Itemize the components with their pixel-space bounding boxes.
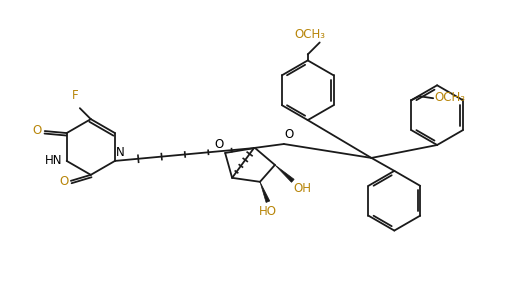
Text: OCH₃: OCH₃	[294, 27, 325, 40]
Text: O: O	[60, 175, 69, 188]
Text: O: O	[213, 138, 223, 151]
Text: O: O	[285, 128, 294, 141]
Text: OCH₃: OCH₃	[433, 91, 464, 104]
Text: O: O	[33, 124, 42, 137]
Text: HN: HN	[45, 154, 63, 167]
Text: HO: HO	[259, 205, 276, 218]
Text: N: N	[116, 146, 124, 159]
Polygon shape	[274, 165, 294, 182]
Text: OH: OH	[293, 182, 311, 195]
Polygon shape	[260, 182, 269, 203]
Text: F: F	[71, 89, 78, 102]
